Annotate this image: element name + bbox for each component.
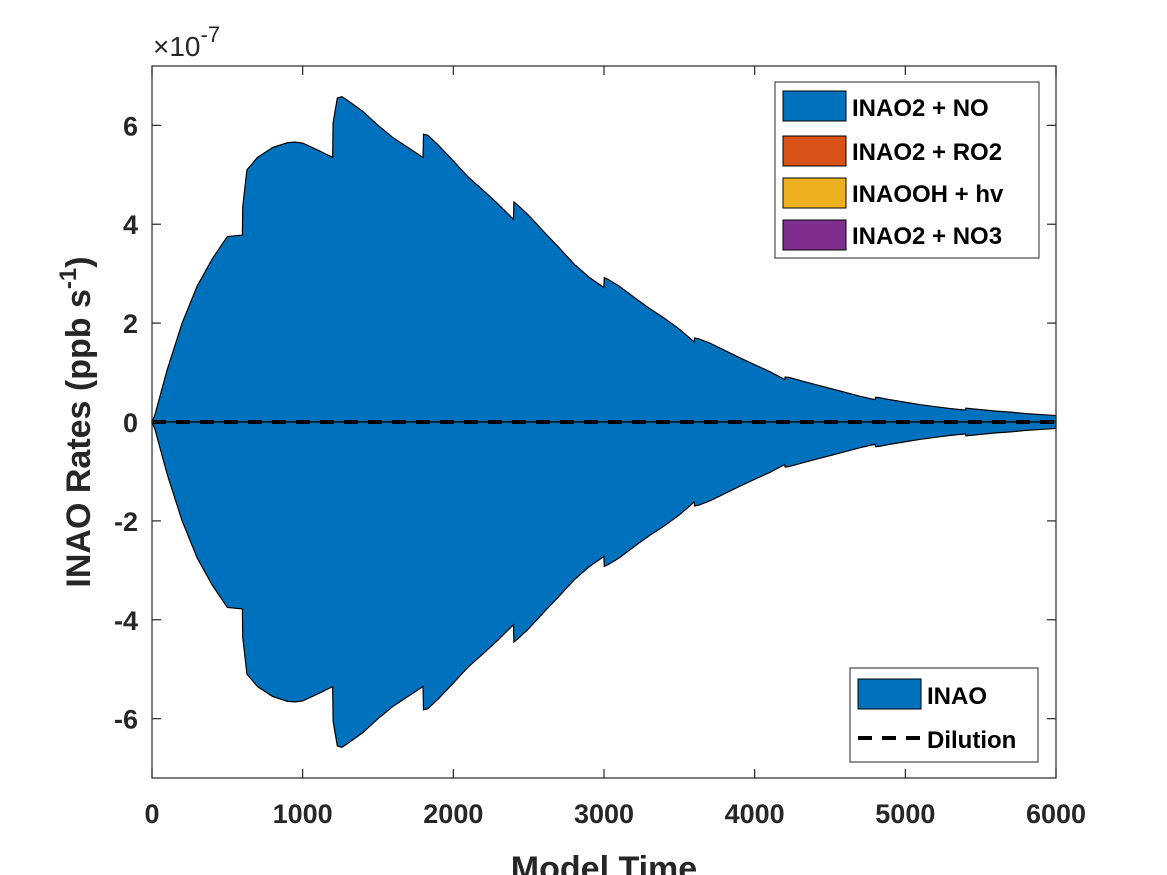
y-multiplier: ×10-7 <box>153 22 220 62</box>
area-inao-loss <box>151 421 1057 749</box>
x-tick-label: 0 <box>144 799 159 829</box>
legend-label-inao2-ro2: INAO2 + RO2 <box>852 139 1002 166</box>
legend-label-dilution: Dilution <box>927 727 1016 754</box>
y-tick-label: -6 <box>114 705 138 735</box>
y-tick-label: 0 <box>123 408 138 438</box>
x-tick-label: 2000 <box>423 799 483 829</box>
legend-top: INAO2 + NO INAO2 + RO2 INAOOH + hv INAO2… <box>774 81 1040 259</box>
plot-area <box>151 95 1057 749</box>
x-axis-label: Model Time <box>511 850 697 875</box>
legend-label-inao2-no: INAO2 + NO <box>852 95 989 122</box>
y-axis-label-close: ) <box>60 256 98 267</box>
legend-swatch-inaooh-hv <box>782 177 847 209</box>
x-tick-label: 4000 <box>725 799 785 829</box>
y-tick-label: 6 <box>123 111 138 141</box>
y-multiplier-prefix: ×10 <box>153 31 201 62</box>
y-axis-label: INAO Rates (ppb s-1) <box>55 256 98 587</box>
y-tick-label: -4 <box>114 606 138 636</box>
y-tick-label: 4 <box>123 210 138 240</box>
y-tick-label: -2 <box>114 507 138 537</box>
legend-label-inaooh-hv: INAOOH + hv <box>852 181 1004 208</box>
area-inao2-no <box>151 95 1057 423</box>
legend-swatch-inao2-no3 <box>782 219 847 251</box>
legend-label-inao2-no3: INAO2 + NO3 <box>852 223 1002 250</box>
x-tick-label: 5000 <box>875 799 935 829</box>
legend-swatch-inao <box>857 678 922 710</box>
axis-ticks: 0 1000 2000 3000 4000 5000 6000 -6 -4 -2 0 2 4 6 <box>114 66 1086 829</box>
x-tick-label: 3000 <box>574 799 634 829</box>
x-tick-label: 6000 <box>1026 799 1086 829</box>
y-axis-label-sup: -1 <box>55 268 82 289</box>
y-multiplier-exp: -7 <box>201 22 221 47</box>
y-axis-label-main: INAO Rates (ppb s <box>60 289 98 587</box>
y-tick-label: 2 <box>123 309 138 339</box>
legend-label-inao: INAO <box>927 683 987 710</box>
legend-swatch-inao2-no <box>782 90 847 122</box>
legend-swatch-inao2-ro2 <box>782 135 847 167</box>
x-tick-label: 1000 <box>273 799 333 829</box>
legend-bottom: INAO Dilution <box>849 667 1039 763</box>
